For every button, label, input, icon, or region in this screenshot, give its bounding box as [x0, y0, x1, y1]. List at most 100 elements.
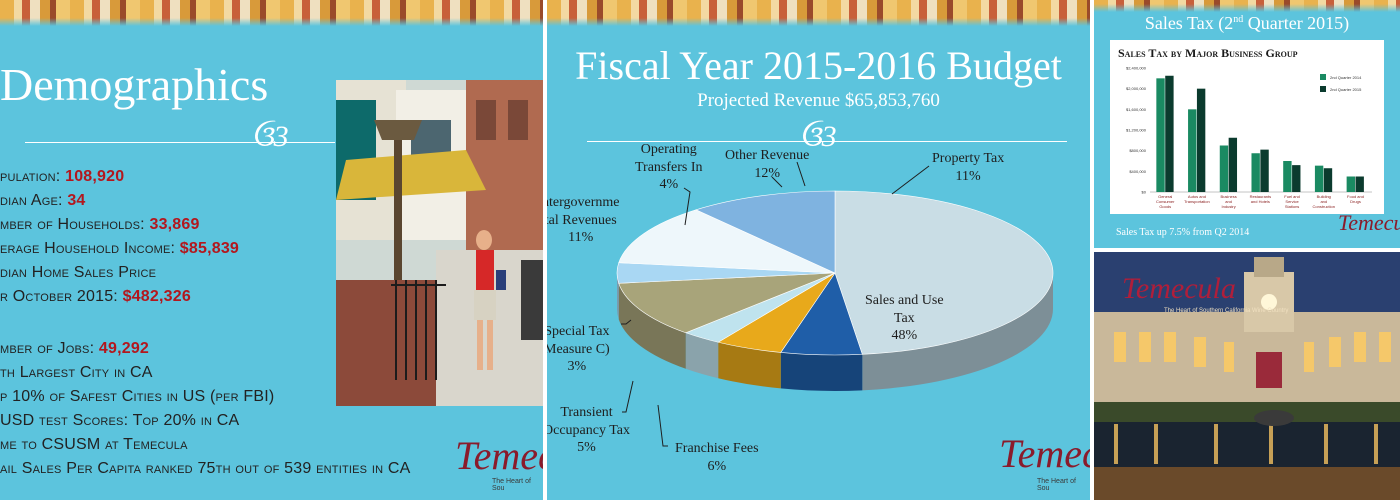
bar-q2-2014: [1188, 109, 1197, 192]
category-label: and: [1320, 199, 1327, 204]
temecula-logo: Temecu: [455, 433, 543, 478]
revenue-pie-chart: [616, 161, 1054, 447]
temecula-logo: Temecu: [1338, 210, 1400, 235]
pie-side-interg: [618, 283, 686, 369]
bar-q2-2015: [1292, 165, 1301, 192]
decorative-strip: [0, 0, 543, 26]
category-label: Transportation: [1184, 199, 1210, 204]
y-tick-label: $0: [1142, 190, 1147, 195]
stat-october-2015: r October 2015: $482,326: [0, 288, 191, 305]
category-label: Building: [1317, 194, 1331, 199]
stat-median-age: dian Age: 34: [0, 192, 86, 209]
pie-side-franchise: [780, 352, 863, 391]
category-label: and Hotels: [1251, 199, 1270, 204]
ornament-icon: ઉ3: [251, 120, 289, 153]
pie-side-transient: [718, 342, 781, 389]
y-tick-label: $2,400,000: [1126, 66, 1147, 71]
category-label: Autos and: [1188, 194, 1206, 199]
sales-tax-chart: Sales Tax by Major Business Group $0 $400…: [1110, 40, 1384, 214]
category-label: Business: [1221, 194, 1237, 199]
stat-jobs: mber of Jobs: 49,292: [0, 340, 150, 357]
bar-q2-2015: [1355, 176, 1364, 192]
bar-q2-2014: [1314, 165, 1324, 192]
stat-test-scores: USD test Scores: Top 20% in CA: [0, 412, 240, 429]
stat-csusm: me to CSUSM at Temecula: [0, 436, 188, 453]
pie-slice-property: [695, 190, 836, 274]
street-photo: [336, 80, 543, 406]
bar-q2-2014: [1219, 145, 1229, 192]
stat-safest-cities: p 10% of Safest Cities in US (per FBI): [0, 388, 275, 405]
y-tick-label: $1,200,000: [1126, 128, 1147, 133]
sales-tax-slide: Sales Tax (2nd Quarter 2015) Sales Tax b…: [1094, 0, 1400, 248]
category-label: Drugs: [1350, 199, 1361, 204]
pie-label-transient: Transient Occupancy Tax 5%: [547, 405, 631, 455]
bar-chart-svg: $0 $400,000 $800,000 $1,200,000 $1,600,000 $2…: [1126, 66, 1372, 209]
temecula-logo: Temecu: [999, 431, 1090, 476]
category-label: Industry: [1222, 204, 1236, 209]
decorative-strip: [1094, 0, 1400, 12]
category-label: Goods: [1159, 204, 1171, 209]
bar-q2-2014: [1156, 78, 1165, 192]
y-tick-label: $800,000: [1129, 148, 1146, 153]
chart-caption: Sales Tax up 7.5% from Q2 2014: [1116, 227, 1250, 238]
bar-q2-2015: [1228, 137, 1238, 192]
pie-label-intergovernmental: ntergovernme tal Revenues 11%: [547, 195, 620, 245]
category-label: Restaurants: [1250, 194, 1272, 199]
category-label: and: [1225, 199, 1232, 204]
city-hall-image: [1094, 252, 1400, 500]
bar-q2-2015: [1323, 168, 1333, 192]
logo-tagline: The Heart of Southern California Wine Co…: [1164, 308, 1289, 314]
demographics-slide: Demographics ઉ3: [0, 0, 543, 500]
legend-swatch: [1320, 86, 1326, 92]
temecula-logo: Temecula: [1122, 272, 1236, 305]
pie-side-special: [685, 332, 719, 379]
chart-title: Sales Tax by Major Business Group: [1118, 46, 1298, 60]
stat-household-income: erage Household Income: $85,839: [0, 240, 240, 257]
bar-q2-2014: [1251, 153, 1260, 192]
street-scene-image: [336, 80, 543, 406]
stat-population: pulation: 108,920: [0, 168, 125, 185]
legend-label: 2nd Quarter 2014: [1330, 75, 1362, 80]
pie-label-franchise: Franchise Fees 6%: [675, 441, 759, 474]
slide-title: Fiscal Year 2015-2016 Budget: [575, 43, 1062, 88]
logo-tagline: The Heart of Sou: [492, 478, 531, 492]
legend-swatch: [1320, 74, 1326, 80]
ornament-icon: ઉ3: [799, 120, 837, 153]
y-tick-label: $2,000,000: [1126, 86, 1147, 91]
pie-label-special-tax: Special Tax Measure C) 3%: [547, 324, 610, 374]
logo-tagline: The Heart of Sou: [1037, 478, 1076, 492]
pie-slice-sales: [834, 190, 1054, 355]
stat-households: mber of Households: 33,869: [0, 216, 200, 233]
bar-q2-2014: [1346, 176, 1356, 192]
category-label: Service: [1285, 199, 1299, 204]
slide-subtitle: Projected Revenue $65,853,760: [697, 90, 940, 111]
decorative-strip: [547, 0, 1090, 26]
city-hall-photo: Temecula The Heart of Southern Californi…: [1094, 252, 1400, 500]
slide-title: Demographics: [0, 59, 269, 110]
slide-title: Sales Tax (2nd Quarter 2015): [1144, 13, 1350, 33]
divider: [25, 142, 335, 143]
category-label: Construction: [1313, 204, 1335, 209]
pie-slice-interg: [618, 272, 836, 334]
y-tick-label: $1,600,000: [1126, 107, 1147, 112]
category-label: Consumer: [1156, 199, 1175, 204]
stat-home-sales-price: dian Home Sales Price: [0, 264, 157, 281]
pie-label-operating-transfers: Operating Transfers In 4%: [635, 142, 703, 192]
bar-q2-2014: [1283, 161, 1292, 192]
category-label: Stations: [1285, 204, 1299, 209]
bar-q2-2015: [1260, 149, 1269, 192]
stat-retail-sales: ail Sales Per Capita ranked 75th out of …: [0, 460, 411, 477]
pie-label-sales-use: Sales and Use Tax 48%: [865, 293, 944, 343]
pie-label-property-tax: Property Tax 11%: [932, 151, 1005, 184]
category-label: Fuel and: [1284, 194, 1300, 199]
divider: [587, 141, 1067, 142]
pie-label-other-revenue: Other Revenue 12%: [725, 148, 810, 181]
pie-side-optrans: [617, 273, 619, 320]
budget-slide: Fiscal Year 2015-2016 Budget Projected R…: [547, 0, 1090, 500]
y-tick-label: $400,000: [1129, 169, 1146, 174]
pie-side-sales: [862, 273, 1053, 391]
legend-label: 2nd Quarter 2015: [1330, 87, 1362, 92]
category-label: General: [1158, 194, 1172, 199]
category-label: Food and: [1347, 194, 1364, 199]
bar-q2-2015: [1165, 75, 1174, 192]
